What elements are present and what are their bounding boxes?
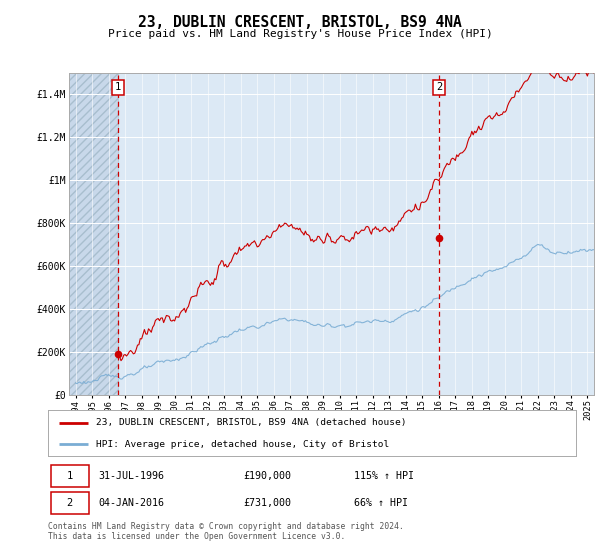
Text: 2: 2 bbox=[67, 498, 73, 508]
Text: 1: 1 bbox=[67, 471, 73, 480]
Text: 115% ↑ HPI: 115% ↑ HPI bbox=[354, 471, 414, 480]
Text: £731,000: £731,000 bbox=[244, 498, 292, 508]
Text: 1: 1 bbox=[115, 82, 121, 92]
Text: 31-JUL-1996: 31-JUL-1996 bbox=[98, 471, 164, 480]
Text: Price paid vs. HM Land Registry's House Price Index (HPI): Price paid vs. HM Land Registry's House … bbox=[107, 29, 493, 39]
Text: 04-JAN-2016: 04-JAN-2016 bbox=[98, 498, 164, 508]
Text: HPI: Average price, detached house, City of Bristol: HPI: Average price, detached house, City… bbox=[95, 440, 389, 449]
FancyBboxPatch shape bbox=[50, 465, 89, 487]
Text: £190,000: £190,000 bbox=[244, 471, 292, 480]
Text: Contains HM Land Registry data © Crown copyright and database right 2024.
This d: Contains HM Land Registry data © Crown c… bbox=[48, 522, 404, 542]
Text: 2: 2 bbox=[436, 82, 442, 92]
Text: 23, DUBLIN CRESCENT, BRISTOL, BS9 4NA: 23, DUBLIN CRESCENT, BRISTOL, BS9 4NA bbox=[138, 15, 462, 30]
Text: 23, DUBLIN CRESCENT, BRISTOL, BS9 4NA (detached house): 23, DUBLIN CRESCENT, BRISTOL, BS9 4NA (d… bbox=[95, 418, 406, 427]
FancyBboxPatch shape bbox=[50, 492, 89, 514]
Text: 66% ↑ HPI: 66% ↑ HPI bbox=[354, 498, 408, 508]
Bar bbox=[67, 73, 118, 395]
